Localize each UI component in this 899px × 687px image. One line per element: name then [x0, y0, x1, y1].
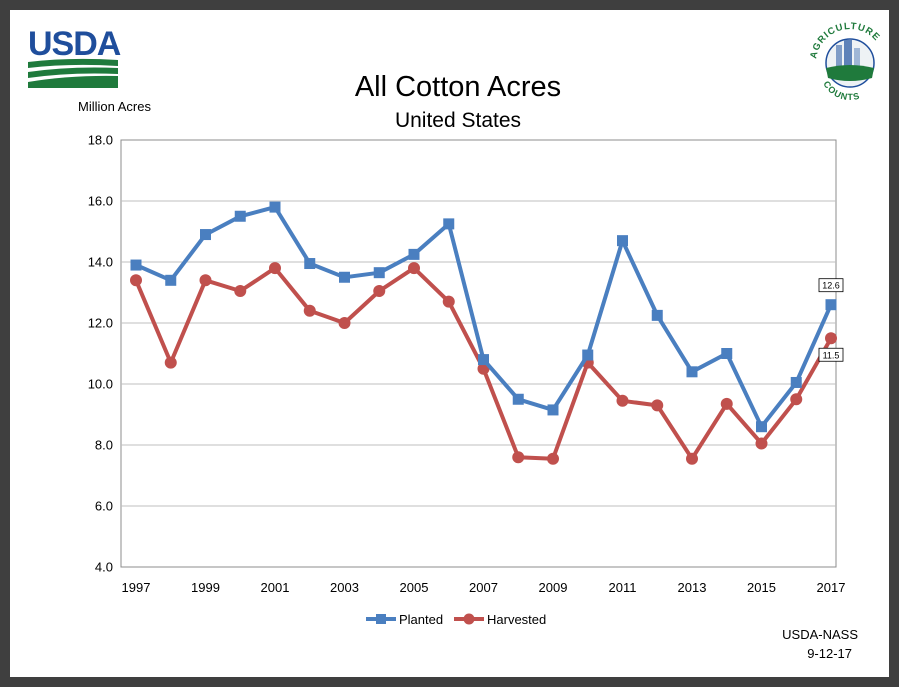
data-point-planted [582, 349, 594, 361]
data-label-text: 12.6 [822, 281, 840, 291]
data-point-harvested [720, 397, 733, 410]
legend: Planted Harvested [366, 612, 546, 627]
data-point-planted [617, 235, 628, 247]
legend-label-planted: Planted [399, 612, 443, 627]
x-tick-label: 2017 [817, 580, 846, 595]
data-point-planted [512, 393, 524, 405]
data-point-harvested [651, 399, 664, 412]
data-point-planted [686, 366, 698, 378]
legend-marker-planted [376, 614, 386, 624]
legend-marker-harvested [463, 613, 475, 625]
legend-item-harvested: Harvested [454, 612, 546, 627]
data-point-harvested [408, 262, 420, 275]
x-tick-label: 2013 [678, 580, 707, 595]
data-point-planted [304, 258, 316, 270]
slide: USDA AGRICULTURE CO [10, 10, 889, 677]
data-point-planted [825, 299, 837, 311]
y-tick-label: 8.0 [95, 438, 113, 453]
data-label-text: 11.5 [823, 350, 840, 360]
data-label-box [818, 347, 844, 362]
data-point-planted [721, 348, 733, 359]
data-point-harvested [825, 332, 837, 345]
x-tick-label: 2003 [330, 580, 359, 595]
seal-silo-2 [844, 40, 852, 67]
seal-silo-3 [854, 48, 860, 67]
data-point-planted [478, 354, 489, 366]
data-point-harvested [512, 451, 525, 464]
x-tick-label: 2011 [609, 580, 637, 595]
usda-logo-swoosh-3 [28, 75, 118, 88]
data-point-planted [200, 229, 211, 241]
data-point-harvested [338, 317, 351, 329]
source-label: USDA-NASS [782, 627, 858, 642]
data-point-harvested [616, 394, 629, 407]
data-label-harvested: 11.5 [818, 347, 844, 362]
seal-field [826, 65, 874, 81]
series-harvested [130, 262, 837, 465]
data-point-planted [234, 210, 246, 222]
data-point-planted [130, 259, 142, 271]
x-tick-label: 2007 [469, 580, 498, 595]
data-point-planted [165, 274, 177, 286]
y-tick-label: 14.0 [88, 255, 113, 270]
data-annotations: 12.6 11.5 [818, 278, 844, 362]
data-point-harvested [442, 295, 455, 308]
data-point-harvested [373, 284, 386, 297]
chart-title: All Cotton Acres [355, 71, 561, 103]
data-point-harvested [686, 452, 698, 465]
source-date: 9-12-17 [807, 646, 852, 661]
usda-logo-swoosh-1 [28, 58, 118, 68]
x-tick-label: 2009 [539, 580, 568, 595]
y-tick-labels: 4.0 6.0 8.0 10.0 12.0 14.0 16.0 18.0 [88, 133, 113, 575]
data-point-harvested [199, 274, 212, 287]
data-point-planted [373, 267, 385, 279]
cotton-acres-chart: USDA AGRICULTURE CO [28, 21, 881, 661]
y-tick-label: 18.0 [88, 133, 113, 148]
data-point-planted [547, 404, 559, 416]
series-planted [130, 201, 837, 433]
data-point-harvested [755, 437, 768, 450]
y-axis-label: Million Acres [78, 99, 151, 114]
y-tick-label: 10.0 [88, 377, 113, 392]
data-point-harvested [269, 262, 281, 275]
data-point-harvested [234, 284, 247, 297]
x-tick-label: 1999 [191, 580, 220, 595]
y-tick-label: 16.0 [88, 194, 113, 209]
usda-logo-text: USDA [28, 25, 121, 63]
data-series [130, 201, 837, 465]
data-point-harvested [164, 356, 177, 369]
data-label-planted: 12.6 [818, 278, 844, 293]
data-point-planted [651, 309, 663, 321]
data-point-planted [408, 248, 420, 260]
usda-logo-swoosh-2 [28, 67, 118, 78]
agriculture-counts-seal: AGRICULTURE COUNTS [808, 21, 881, 102]
data-point-harvested [130, 274, 142, 287]
data-point-planted [269, 201, 281, 213]
data-point-planted [443, 218, 455, 230]
data-point-harvested [303, 304, 316, 317]
gridlines [121, 200, 836, 507]
data-label-box [818, 278, 844, 293]
legend-label-harvested: Harvested [487, 612, 546, 627]
y-tick-label: 4.0 [95, 560, 113, 575]
y-tick-label: 12.0 [88, 316, 113, 331]
x-tick-label: 2015 [747, 580, 776, 595]
x-tick-label: 1997 [122, 580, 151, 595]
data-point-planted [339, 271, 350, 283]
usda-logo: USDA [28, 25, 122, 88]
y-tick-label: 6.0 [95, 499, 113, 514]
data-point-planted [790, 376, 802, 388]
x-tick-label: 2001 [261, 580, 290, 595]
data-point-planted [756, 421, 767, 433]
data-point-harvested [790, 393, 803, 406]
legend-item-planted: Planted [366, 612, 443, 627]
data-point-harvested [547, 452, 559, 465]
x-tick-label: 2005 [400, 580, 429, 595]
seal-silo-1 [836, 45, 842, 67]
chart-subtitle: United States [395, 109, 521, 132]
x-tick-labels: 1997 1999 2001 2003 2005 2007 2009 2011 2013 2015… [122, 580, 846, 595]
